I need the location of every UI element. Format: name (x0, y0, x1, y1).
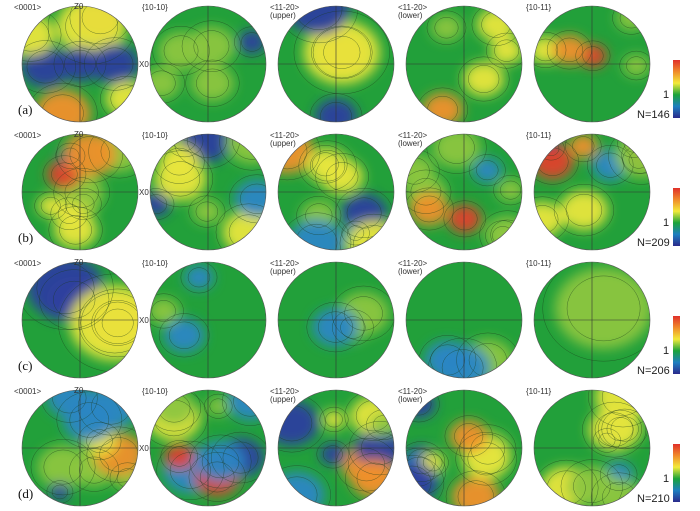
pole-figure (533, 5, 651, 123)
pole-figure (533, 133, 651, 251)
column-label: {10-11} (526, 387, 552, 396)
x-axis-label: X0 (139, 60, 149, 69)
row-label: (c) (18, 358, 32, 373)
column-label: <11-20> (398, 3, 428, 12)
column-label: <11-20> (398, 387, 428, 396)
colorbar-mid-label: 1 (663, 345, 669, 357)
column-label: <11-20> (270, 131, 300, 140)
row-label: (d) (18, 486, 33, 501)
row-label: (b) (18, 230, 33, 245)
column-label: {10-11} (526, 131, 552, 140)
x-axis-label: X0 (139, 188, 149, 197)
column-label: <11-20> (398, 131, 428, 140)
column-label: <0001> (14, 259, 41, 268)
pole-figure (21, 5, 139, 123)
column-label: {10-10} (142, 387, 168, 396)
column-sublabel: (upper) (270, 139, 296, 148)
colorbar (673, 444, 680, 502)
colorbar (673, 188, 680, 246)
pole-figure (405, 389, 523, 507)
pole-figure (149, 389, 267, 507)
sample-count: N=206 (637, 365, 670, 377)
row-label: (a) (18, 102, 32, 117)
sample-count: N=209 (637, 237, 670, 249)
sample-count: N=146 (637, 109, 670, 121)
column-sublabel: (upper) (270, 11, 296, 20)
x-axis-label: X0 (139, 316, 149, 325)
sample-count: N=210 (637, 493, 670, 505)
column-label: <11-20> (270, 259, 300, 268)
column-sublabel: (lower) (398, 11, 423, 20)
pole-figure (277, 5, 395, 123)
column-label: <0001> (14, 131, 41, 140)
z-axis-label: Z0 (74, 2, 84, 11)
colorbar-mid-label: 1 (663, 89, 669, 101)
colorbar (673, 316, 680, 374)
z-axis-label: Z0 (74, 258, 84, 267)
pole-figure (405, 5, 523, 123)
pole-figure (149, 133, 267, 251)
pole-figure (277, 389, 395, 507)
pole-figure (405, 261, 523, 379)
column-sublabel: (upper) (270, 267, 296, 276)
column-label: <0001> (14, 387, 41, 396)
pole-figure (533, 389, 651, 507)
column-label: <11-20> (270, 387, 300, 396)
colorbar (673, 60, 680, 118)
column-label: <11-20> (270, 3, 300, 12)
column-label: {10-10} (142, 259, 168, 268)
column-label: {10-11} (526, 259, 552, 268)
pole-figure (533, 261, 651, 379)
pole-figure (149, 261, 267, 379)
z-axis-label: Z0 (74, 386, 84, 395)
z-axis-label: Z0 (74, 130, 84, 139)
colorbar-mid-label: 1 (663, 473, 669, 485)
column-sublabel: (lower) (398, 395, 423, 404)
column-sublabel: (upper) (270, 395, 296, 404)
pole-figure (21, 389, 139, 507)
x-axis-label: X0 (139, 444, 149, 453)
column-sublabel: (lower) (398, 139, 423, 148)
column-label: <11-20> (398, 259, 428, 268)
colorbar-mid-label: 1 (663, 217, 669, 229)
column-label: {10-11} (526, 3, 552, 12)
column-label: {10-10} (142, 3, 168, 12)
column-sublabel: (lower) (398, 267, 423, 276)
pole-figure (277, 261, 395, 379)
pole-figure (21, 133, 139, 251)
column-label: {10-10} (142, 131, 168, 140)
column-label: <0001> (14, 3, 41, 12)
pole-figure (149, 5, 267, 123)
